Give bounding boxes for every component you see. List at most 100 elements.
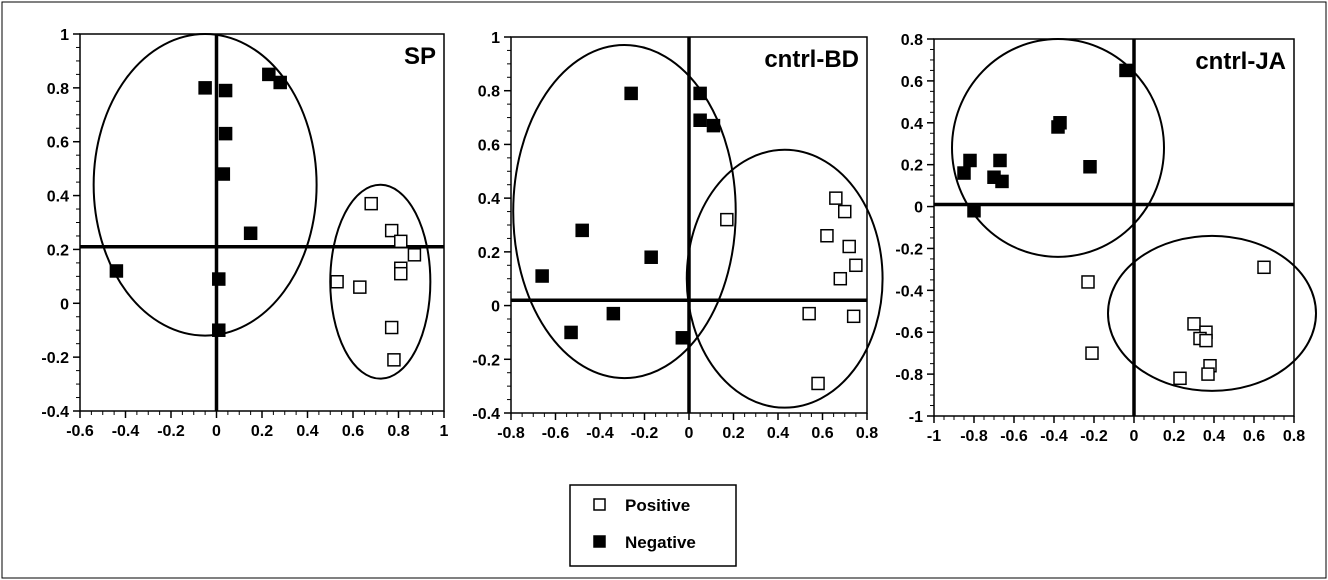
positive-point-cntrl-ja	[1085, 346, 1099, 360]
panel-title-cntrl-bd: cntrl-BD	[764, 46, 859, 73]
negative-point-cntrl-bd	[564, 325, 578, 340]
cluster-ellipse-cntrl-bd-2	[685, 148, 884, 409]
negative-point-sp	[262, 67, 276, 82]
panels: -0.6 -0.4 -0.2 0 0.2 0.4 0.6 0.8 1 -0.4 -0.2 0 0.2 0.…	[41, 27, 1317, 445]
negative-point-sp	[198, 81, 212, 95]
panel-sp: -0.6 -0.4 -0.2 0 0.2 0.4 0.6 0.8 1 -0.4 -0.2 0 0.2 0.…	[41, 27, 448, 440]
legend: Positive Negative	[569, 484, 737, 567]
x-tick-label-sp: 0	[212, 423, 221, 440]
positive-point-cntrl-ja	[1257, 260, 1271, 275]
x-tick-label-cntrl-ja: -0.2	[1080, 428, 1108, 445]
y-tick-label-sp: -0.4	[41, 404, 69, 421]
positive-point-sp	[353, 280, 367, 294]
positive-point-cntrl-bd	[802, 306, 816, 321]
positive-point-cntrl-bd	[833, 271, 848, 286]
legend-marker-positive	[593, 498, 606, 511]
negative-point-cntrl-bd	[706, 118, 721, 133]
negative-point-cntrl-ja	[1119, 63, 1133, 78]
x-tick-label-cntrl-bd: -0.2	[631, 425, 659, 442]
negative-point-sp	[243, 226, 258, 241]
x-tick-label-cntrl-bd: 0	[685, 425, 694, 442]
y-tick-label-sp: 0	[60, 296, 69, 313]
cluster-ellipse-sp-1	[92, 33, 318, 337]
x-tick-label-cntrl-bd: 0.8	[856, 425, 878, 442]
x-tick-label-cntrl-ja: 0.8	[1283, 428, 1305, 445]
negative-point-cntrl-ja	[995, 174, 1009, 189]
y-tick-label-cntrl-ja: -1	[909, 409, 923, 426]
positive-point-cntrl-ja	[1081, 275, 1095, 289]
x-tick-label-cntrl-bd: -0.8	[497, 425, 525, 442]
x-tick-label-sp: 1	[440, 423, 449, 440]
x-tick-label-cntrl-ja: -0.8	[960, 428, 988, 445]
negative-point-cntrl-ja	[957, 166, 971, 180]
y-tick-label-cntrl-ja: 0.4	[901, 116, 923, 133]
positive-point-sp	[384, 320, 399, 335]
positive-point-cntrl-ja	[1201, 367, 1215, 381]
y-tick-label-sp: 0.4	[47, 189, 69, 206]
x-tick-label-sp: 0.6	[342, 423, 364, 440]
y-tick-label-cntrl-ja: -0.8	[895, 367, 923, 384]
positive-point-cntrl-bd	[720, 212, 734, 227]
negative-point-cntrl-ja	[1051, 120, 1065, 134]
negative-point-cntrl-bd	[535, 269, 549, 283]
negative-point-sp	[218, 83, 233, 98]
x-tick-label-cntrl-bd: -0.4	[586, 425, 614, 442]
x-tick-label-sp: -0.4	[112, 423, 140, 440]
panel-cntrl-bd: -0.8 -0.6 -0.4 -0.2 0 0.2 0.4 0.6 0.8 -0.4 -0.2 0 0.…	[472, 30, 884, 442]
positive-point-sp	[394, 234, 408, 249]
x-tick-label-sp: -0.6	[66, 423, 94, 440]
negative-point-cntrl-ja	[993, 153, 1007, 168]
positive-point-cntrl-ja	[1173, 371, 1187, 386]
x-tick-label-sp: 0.8	[387, 423, 409, 440]
legend-label-positive: Positive	[625, 496, 690, 515]
negative-point-sp	[216, 167, 231, 181]
negative-point-sp	[212, 323, 226, 337]
legend-label-negative: Negative	[625, 533, 696, 552]
positive-point-cntrl-bd	[849, 258, 863, 273]
x-tick-label-cntrl-ja: 0.4	[1203, 428, 1225, 445]
negative-point-cntrl-bd	[624, 86, 638, 101]
y-tick-label-sp: 1	[60, 27, 69, 44]
positive-point-cntrl-bd	[820, 228, 834, 243]
y-tick-label-sp: -0.2	[41, 350, 69, 367]
panel-title-cntrl-ja: cntrl-JA	[1195, 48, 1286, 75]
x-tick-label-sp: -0.2	[157, 423, 185, 440]
positive-point-cntrl-bd	[838, 204, 852, 219]
x-tick-label-cntrl-ja: -1	[927, 428, 941, 445]
y-tick-label-cntrl-bd: 1	[491, 30, 500, 47]
negative-point-cntrl-bd	[606, 306, 621, 321]
x-tick-label-sp: 0.4	[296, 423, 318, 440]
panel-title-sp: SP	[404, 43, 436, 70]
positive-point-cntrl-bd	[811, 376, 825, 391]
y-tick-label-cntrl-ja: 0.2	[901, 158, 923, 175]
negative-point-cntrl-bd	[675, 331, 690, 345]
y-tick-label-cntrl-bd: 0	[491, 299, 500, 316]
y-tick-label-cntrl-ja: 0.6	[901, 74, 923, 91]
cluster-ellipse-cntrl-ja-2	[1107, 234, 1317, 392]
y-tick-label-cntrl-bd: -0.4	[472, 406, 500, 423]
x-tick-label-cntrl-bd: -0.6	[542, 425, 570, 442]
x-tick-label-cntrl-bd: 0.4	[767, 425, 789, 442]
y-tick-label-sp: 0.8	[47, 81, 69, 98]
negative-point-sp	[273, 75, 287, 90]
x-tick-label-cntrl-bd: 0.6	[811, 425, 833, 442]
cluster-ellipse-cntrl-bd-1	[512, 44, 737, 380]
x-tick-label-cntrl-ja: -0.6	[1000, 428, 1028, 445]
y-tick-label-cntrl-bd: -0.2	[472, 352, 500, 369]
positive-point-cntrl-bd	[846, 309, 861, 324]
positive-point-cntrl-ja	[1187, 317, 1201, 331]
panel-cntrl-ja: -1 -0.8 -0.6 -0.4 -0.2 0 0.2 0.4 0.6 0.8 -1 -0.8 -0.…	[895, 32, 1317, 445]
negative-point-sp	[212, 272, 226, 286]
positive-point-sp	[330, 274, 344, 289]
y-tick-label-cntrl-bd: 0.6	[478, 137, 500, 154]
y-tick-label-cntrl-ja: 0.8	[901, 32, 923, 49]
negative-point-cntrl-ja	[967, 203, 981, 218]
positive-point-sp	[387, 353, 401, 367]
negative-point-cntrl-ja	[1083, 160, 1097, 174]
x-tick-label-cntrl-ja: 0	[1130, 428, 1139, 445]
negative-point-sp	[109, 264, 124, 278]
y-tick-label-cntrl-ja: 0	[914, 200, 923, 217]
negative-point-cntrl-bd	[575, 223, 589, 238]
y-tick-label-cntrl-ja: -0.2	[895, 241, 923, 258]
